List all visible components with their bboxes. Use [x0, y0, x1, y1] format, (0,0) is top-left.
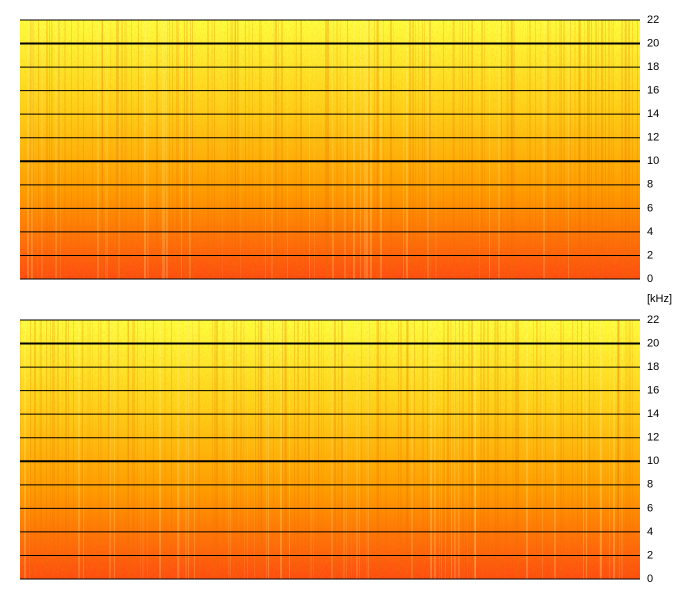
- y-tick-label: 18: [647, 61, 659, 73]
- y-tick-label: 12: [647, 132, 659, 144]
- y-tick-label: 8: [647, 479, 653, 491]
- y-tick-label: 16: [647, 85, 659, 97]
- y-tick-label: 14: [647, 408, 659, 420]
- y-tick-label: 2: [647, 549, 653, 561]
- spectrogram-noise: [20, 20, 640, 279]
- y-tick-label: 10: [647, 155, 659, 167]
- y-tick-label: 18: [647, 361, 659, 373]
- y-tick-label: 10: [647, 455, 659, 467]
- y-tick-label: 4: [647, 526, 653, 538]
- y-tick-label: 22: [647, 14, 659, 26]
- y-tick-label: 20: [647, 337, 659, 349]
- y-tick-label: 20: [647, 37, 659, 49]
- y-tick-label: 12: [647, 432, 659, 444]
- y-tick-label: 0: [647, 573, 653, 585]
- y-axis-label: [kHz]: [647, 293, 672, 305]
- y-tick-label: 4: [647, 226, 653, 238]
- y-tick-label: 22: [647, 314, 659, 326]
- y-tick-label: 2: [647, 249, 653, 261]
- y-tick-label: 14: [647, 108, 659, 120]
- y-tick-label: 6: [647, 202, 653, 214]
- y-tick-label: 6: [647, 502, 653, 514]
- spectrogram-noise: [20, 320, 640, 579]
- y-tick-label: 8: [647, 179, 653, 191]
- y-tick-label: 16: [647, 385, 659, 397]
- y-tick-label: 0: [647, 273, 653, 285]
